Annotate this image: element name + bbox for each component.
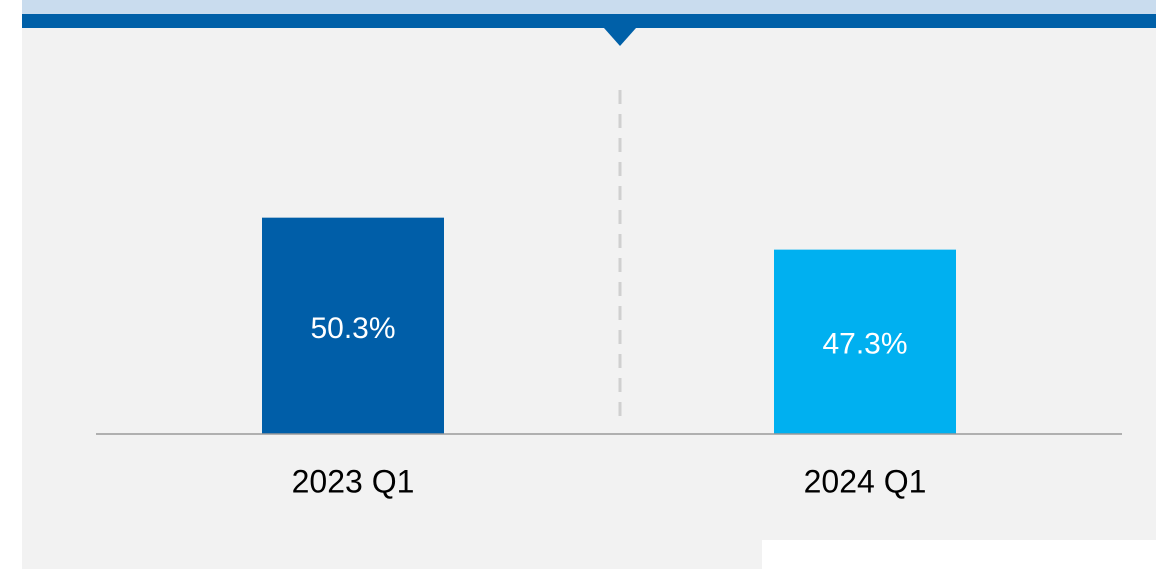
- x-tick-label: 2023 Q1: [292, 463, 415, 499]
- panel: [22, 0, 1156, 569]
- pointer: [604, 28, 636, 46]
- bar: [774, 249, 956, 434]
- x-tick-label: 2024 Q1: [804, 463, 927, 499]
- header: [22, 0, 1156, 16]
- value-label: 50.3%: [310, 312, 395, 345]
- corner: [762, 540, 1156, 569]
- bars: [262, 217, 956, 434]
- value-label: 47.3%: [822, 328, 907, 361]
- header-bar: [22, 14, 1156, 28]
- bar: [262, 217, 444, 434]
